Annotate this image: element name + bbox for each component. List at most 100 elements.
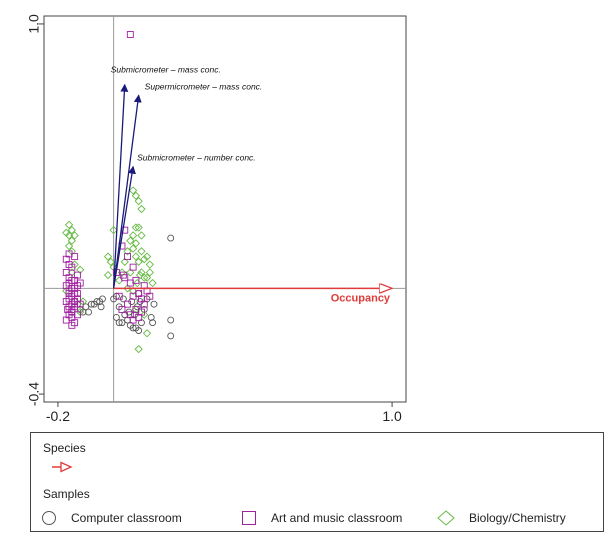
vector-arrow: [112, 165, 136, 289]
computer-point: [115, 319, 123, 327]
biology-point: [134, 196, 143, 206]
biology-point: [62, 228, 71, 237]
vector-label: Supermicrometer – mass conc.: [145, 81, 263, 91]
art-point: [76, 279, 84, 287]
computer-point: [99, 295, 106, 303]
biology-point: [145, 268, 154, 277]
biology-point: [134, 257, 143, 267]
biology-point: [140, 310, 149, 319]
biology-point: [134, 223, 143, 232]
x-tick-label: -0.2: [46, 408, 70, 424]
biology-point: [128, 286, 138, 296]
biology-point: [67, 236, 76, 245]
biplot-chart: -0.2 1.0 -0.4 1.0 Submicrometer – mass conc…: [26, 14, 407, 424]
biology-point: [64, 220, 74, 229]
computer-point: [85, 308, 93, 316]
y-tick-label: -0.4: [26, 382, 42, 406]
art-point: [140, 300, 148, 308]
art-point: [68, 321, 76, 329]
legend-samples-title: Samples: [43, 487, 90, 501]
biology-point: [131, 252, 141, 261]
biology-point: [67, 226, 76, 235]
legend-species-title: Species: [43, 441, 86, 455]
biology-point: [137, 247, 146, 256]
diamond-marker-icon: [437, 510, 455, 526]
species-arrow-icon: [52, 461, 73, 473]
biology-point: [131, 239, 141, 248]
legend: Species Samples Computer classroom Art a…: [30, 432, 604, 532]
legend-label-art: Art and music classroom: [271, 511, 403, 525]
vector-label: Submicrometer – mass conc.: [111, 65, 221, 75]
biology-point: [128, 186, 138, 195]
circle-marker-icon: [42, 511, 56, 525]
y-tick-label: 1.0: [26, 14, 42, 34]
art-point: [68, 313, 76, 321]
art-point: [118, 306, 126, 313]
biology-point: [70, 231, 79, 240]
art-point: [126, 31, 134, 38]
art-point: [64, 306, 72, 313]
computer-point: [118, 319, 126, 327]
computer-point: [112, 313, 120, 321]
vector-arrow: [112, 83, 129, 289]
x-tick-label: 1.0: [382, 408, 402, 424]
biology-point: [131, 305, 141, 314]
biology-point: [103, 252, 113, 261]
vector-arrow: [112, 94, 142, 289]
art-point: [129, 316, 137, 324]
art-point: [76, 300, 84, 308]
biology-point: [131, 191, 141, 200]
biology-point: [123, 284, 132, 293]
biology-point: [137, 231, 146, 240]
computer-point: [135, 327, 143, 335]
legend-label-computer: Computer classroom: [71, 511, 182, 525]
biology-point: [142, 329, 152, 338]
biology-point: [126, 268, 135, 277]
art-point: [129, 292, 137, 300]
biology-point: [103, 270, 113, 280]
biology-point: [131, 223, 141, 232]
art-point: [68, 263, 76, 271]
square-marker-icon: [242, 511, 256, 525]
biology-point: [128, 231, 138, 240]
legend-item-art: Art and music classroom: [241, 510, 402, 526]
art-point: [115, 292, 123, 300]
art-point: [132, 276, 140, 284]
biology-point: [137, 204, 146, 214]
computer-point: [167, 316, 175, 324]
legend-item-biology: Biology/Chemistry: [437, 510, 566, 526]
biology-point: [109, 226, 118, 235]
biology-point: [106, 257, 115, 267]
biology-point: [137, 268, 146, 277]
biology-point: [145, 260, 154, 269]
plot-area: [43, 15, 407, 403]
biology-point: [134, 344, 143, 354]
computer-point: [150, 300, 158, 308]
biology-point: [123, 247, 132, 256]
biology-point: [142, 273, 152, 282]
biology-point: [133, 278, 142, 288]
art-point: [124, 300, 131, 308]
species-label: Occupancy: [331, 292, 391, 304]
biology-point: [64, 231, 74, 240]
art-point: [146, 292, 154, 300]
biology-point: [140, 255, 149, 264]
biology-point: [142, 252, 152, 261]
computer-point: [167, 234, 175, 242]
computer-point: [87, 300, 95, 308]
computer-point: [93, 298, 101, 305]
biology-point: [135, 270, 145, 280]
computer-point: [97, 303, 105, 311]
computer-point: [129, 324, 137, 332]
art-point: [73, 271, 81, 279]
art-point: [124, 253, 131, 261]
art-point: [138, 308, 145, 316]
computer-point: [149, 319, 157, 327]
legend-label-biology: Biology/Chemistry: [469, 511, 566, 525]
art-point: [119, 271, 127, 279]
biology-point: [128, 244, 138, 253]
vector-label: Submicrometer – number conc.: [137, 153, 256, 163]
biology-point: [120, 257, 129, 267]
biology-point: [148, 278, 157, 288]
art-point: [65, 250, 73, 258]
